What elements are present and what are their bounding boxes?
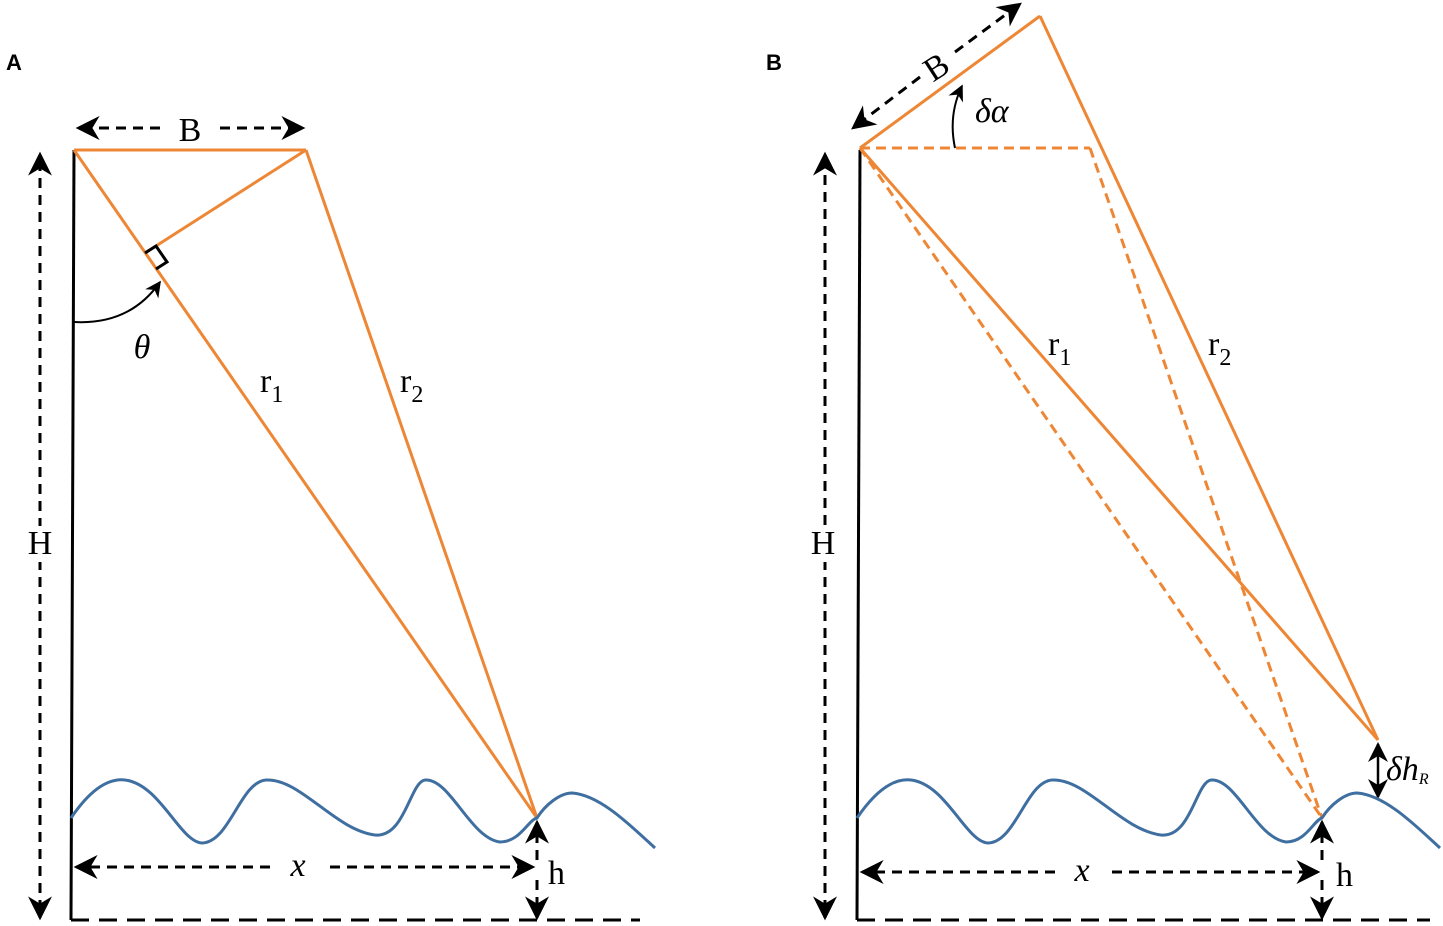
panel-b-dh-label: δhR <box>1386 751 1429 788</box>
panel-b-tilted-r2 <box>1038 15 1380 741</box>
panel-b-vertical-axis <box>855 149 862 921</box>
panel-b-original-r1 <box>858 147 1324 819</box>
panel-b-r1-label: r1 <box>1048 326 1071 371</box>
panel-b-h-label-bg <box>805 526 845 562</box>
panel-a-r2-label: r2 <box>400 363 423 408</box>
panel-a-baseline-label: B <box>179 112 202 149</box>
panel-b-original-r2 <box>1088 147 1324 819</box>
panel-a-r2-line <box>304 149 539 819</box>
panel-b-b-arrow-right <box>954 2 1022 54</box>
panel-a-r1-label: r1 <box>260 363 283 408</box>
panel-a-h-label-bg <box>20 526 60 562</box>
panel-a-perpendicular <box>144 148 307 255</box>
panel-a-r1-line <box>72 149 539 819</box>
panel-a-angle-label: θ <box>134 329 151 366</box>
panel-b-x-label: x <box>1073 852 1089 889</box>
panel-b-r2-label: r2 <box>1208 326 1231 371</box>
panel-b-h-label: h <box>1336 857 1353 894</box>
panel-b-terrain-curve <box>855 778 1442 850</box>
panel-b-height-label: H <box>811 525 836 562</box>
panel-a-vertical-axis <box>69 149 76 921</box>
panel-b-angle-label: δα <box>975 93 1010 130</box>
panel-a: A H B θ r1 r2 x <box>6 50 657 922</box>
panel-a-h-label: h <box>548 855 565 892</box>
panel-b-label: B <box>766 50 782 75</box>
panel-b-tilted-r1 <box>858 147 1380 741</box>
panel-a-terrain-curve <box>69 778 657 850</box>
panel-b-delta-alpha-arc <box>948 84 963 149</box>
panel-b-b-arrow-left <box>851 75 921 130</box>
panel-a-theta-arc <box>73 280 161 324</box>
panel-a-label: A <box>6 50 22 75</box>
panel-b-original-geometry <box>858 146 1324 819</box>
panel-b: B H B δα r1 r2 <box>766 2 1442 922</box>
panel-a-height-label: H <box>28 525 53 562</box>
panel-b-tilted-baseline <box>859 14 1041 150</box>
panel-a-x-label: x <box>289 847 305 884</box>
panel-b-tilted-geometry <box>858 14 1380 741</box>
panel-a-orange-geometry <box>72 148 539 819</box>
panel-a-right-angle-marker <box>144 243 170 271</box>
